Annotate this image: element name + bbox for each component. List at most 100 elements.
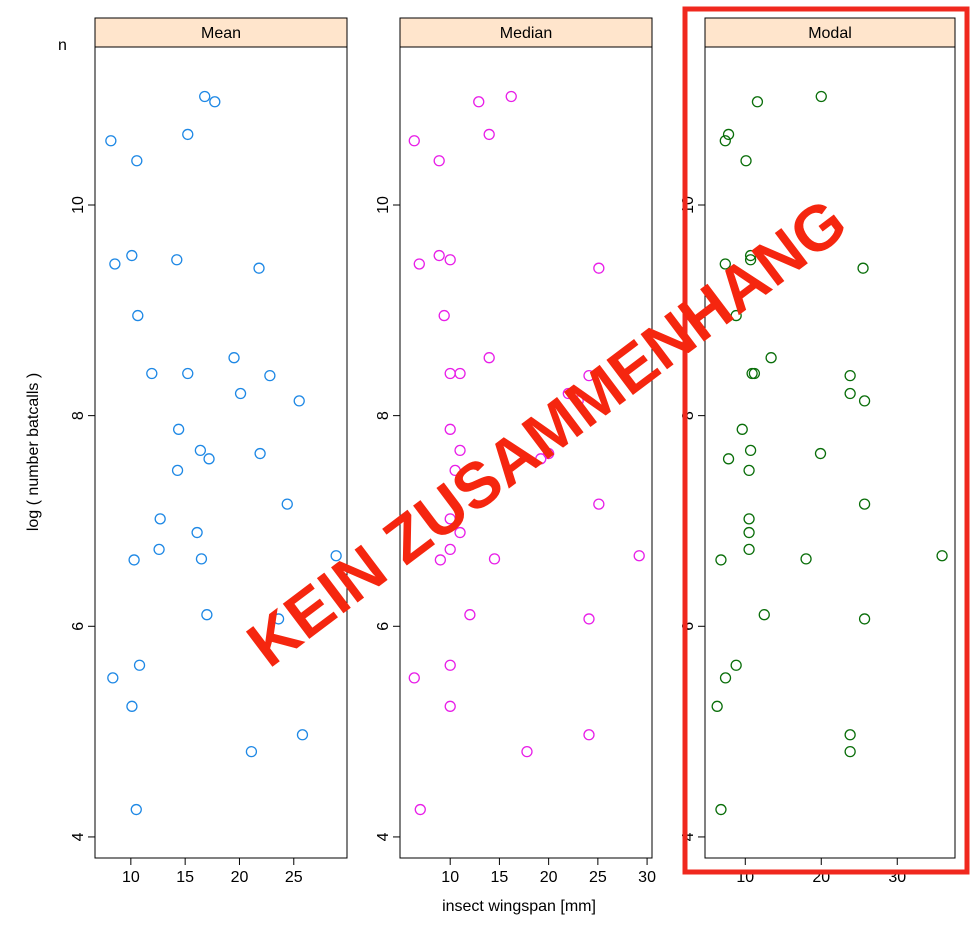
point bbox=[173, 465, 183, 475]
point bbox=[434, 251, 444, 261]
point bbox=[195, 445, 205, 455]
panel-title: Mean bbox=[201, 25, 241, 42]
point bbox=[135, 660, 145, 670]
point bbox=[183, 369, 193, 379]
point bbox=[434, 156, 444, 166]
point bbox=[724, 129, 734, 139]
watermark: KEIN ZUSAMMENHANG bbox=[234, 184, 859, 680]
x-tick-label: 25 bbox=[285, 869, 303, 886]
point bbox=[490, 554, 500, 564]
x-tick-label: 10 bbox=[122, 869, 140, 886]
point bbox=[720, 136, 730, 146]
point bbox=[744, 544, 754, 554]
point bbox=[445, 369, 455, 379]
point bbox=[801, 554, 811, 564]
point bbox=[254, 263, 264, 273]
x-tick-label: 20 bbox=[231, 869, 249, 886]
point bbox=[845, 730, 855, 740]
point bbox=[712, 701, 722, 711]
y-tick-label: 8 bbox=[70, 411, 87, 420]
y-tick-label: 6 bbox=[70, 622, 87, 631]
point bbox=[297, 730, 307, 740]
point bbox=[455, 369, 465, 379]
x-tick-label: 25 bbox=[589, 869, 607, 886]
point bbox=[445, 701, 455, 711]
x-tick-label: 15 bbox=[176, 869, 194, 886]
point bbox=[484, 129, 494, 139]
point bbox=[747, 369, 757, 379]
y-tick-label: 6 bbox=[375, 622, 392, 631]
point bbox=[749, 369, 759, 379]
point bbox=[759, 610, 769, 620]
point bbox=[506, 92, 516, 102]
point bbox=[746, 445, 756, 455]
point bbox=[192, 528, 202, 538]
point bbox=[860, 499, 870, 509]
point bbox=[860, 614, 870, 624]
point bbox=[584, 614, 594, 624]
point bbox=[445, 424, 455, 434]
point bbox=[741, 156, 751, 166]
point bbox=[845, 371, 855, 381]
point bbox=[110, 259, 120, 269]
point bbox=[265, 371, 275, 381]
y-axis-label: log ( number batcalls ) bbox=[25, 373, 42, 531]
point bbox=[204, 454, 214, 464]
point bbox=[594, 499, 604, 509]
point bbox=[752, 97, 762, 107]
point bbox=[937, 551, 947, 561]
point bbox=[236, 389, 246, 399]
x-tick-label: 15 bbox=[491, 869, 509, 886]
y-tick-label: 4 bbox=[70, 832, 87, 841]
point bbox=[246, 747, 256, 757]
point bbox=[147, 369, 157, 379]
point bbox=[858, 263, 868, 273]
point bbox=[200, 92, 210, 102]
point bbox=[409, 136, 419, 146]
point bbox=[202, 610, 212, 620]
point bbox=[108, 673, 118, 683]
point bbox=[155, 514, 165, 524]
y-tick-label: 10 bbox=[375, 196, 392, 214]
point bbox=[445, 255, 455, 265]
point bbox=[127, 251, 137, 261]
point bbox=[816, 449, 826, 459]
point bbox=[716, 805, 726, 815]
point bbox=[522, 747, 532, 757]
point bbox=[229, 353, 239, 363]
x-axis-label: insect wingspan [mm] bbox=[442, 898, 596, 915]
panel-frame bbox=[95, 47, 347, 858]
point bbox=[154, 544, 164, 554]
y-tick-label: 8 bbox=[375, 411, 392, 420]
point bbox=[860, 396, 870, 406]
corner-text: n bbox=[58, 37, 67, 54]
x-tick-label: 20 bbox=[540, 869, 558, 886]
y-tick-label: 4 bbox=[375, 832, 392, 841]
point bbox=[724, 454, 734, 464]
point bbox=[132, 156, 142, 166]
point bbox=[183, 129, 193, 139]
point bbox=[845, 389, 855, 399]
point bbox=[766, 353, 776, 363]
x-tick-label: 30 bbox=[638, 869, 656, 886]
point bbox=[465, 610, 475, 620]
point bbox=[131, 805, 141, 815]
point bbox=[737, 424, 747, 434]
point bbox=[129, 555, 139, 565]
point bbox=[731, 660, 741, 670]
point bbox=[282, 499, 292, 509]
highlight-box bbox=[685, 9, 967, 872]
point bbox=[484, 353, 494, 363]
point bbox=[172, 255, 182, 265]
point bbox=[106, 136, 116, 146]
point bbox=[133, 311, 143, 321]
point bbox=[294, 396, 304, 406]
point bbox=[196, 554, 206, 564]
point bbox=[744, 528, 754, 538]
point bbox=[816, 92, 826, 102]
point bbox=[744, 465, 754, 475]
point bbox=[474, 97, 484, 107]
chart: n insect wingspan [mm] log ( number batc… bbox=[0, 0, 974, 942]
point bbox=[409, 673, 419, 683]
point bbox=[445, 660, 455, 670]
